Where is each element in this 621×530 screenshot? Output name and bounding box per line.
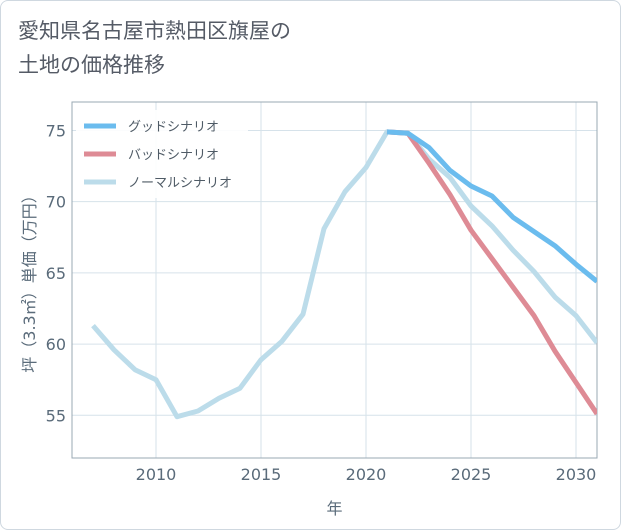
series-lines (91, 129, 597, 420)
y-tick-label: 60 (46, 335, 66, 354)
grid-lines (72, 102, 597, 458)
x-tick-label: 2030 (556, 465, 597, 484)
x-tick-label: 2015 (241, 465, 282, 484)
x-tick-label: 2010 (136, 465, 177, 484)
y-tick-label: 75 (46, 121, 66, 140)
series-line-3 (91, 129, 597, 420)
x-tick-label: 2020 (346, 465, 387, 484)
series-line-2 (386, 129, 597, 416)
x-tick-labels: 2010 2015 2020 2025 2030 (136, 465, 597, 484)
y-tick-labels: 55 60 65 70 75 (46, 121, 66, 425)
y-tick-label: 55 (46, 406, 66, 425)
legend-label: ノーマルシナリオ (128, 176, 232, 191)
y-axis-label: 坪（3.3㎡）単価（万円） (20, 187, 39, 372)
legend-label: グッドシナリオ (128, 120, 219, 135)
y-tick-label: 65 (46, 264, 66, 283)
x-axis-label: 年 (326, 499, 342, 518)
series-line-1 (386, 129, 597, 284)
chart-title: 愛知県名古屋市熱田区旗屋の 土地の価格推移 (18, 19, 291, 77)
y-tick-label: 70 (46, 193, 66, 212)
legend-label: バッドシナリオ (128, 148, 219, 163)
x-tick-label: 2025 (451, 465, 492, 484)
